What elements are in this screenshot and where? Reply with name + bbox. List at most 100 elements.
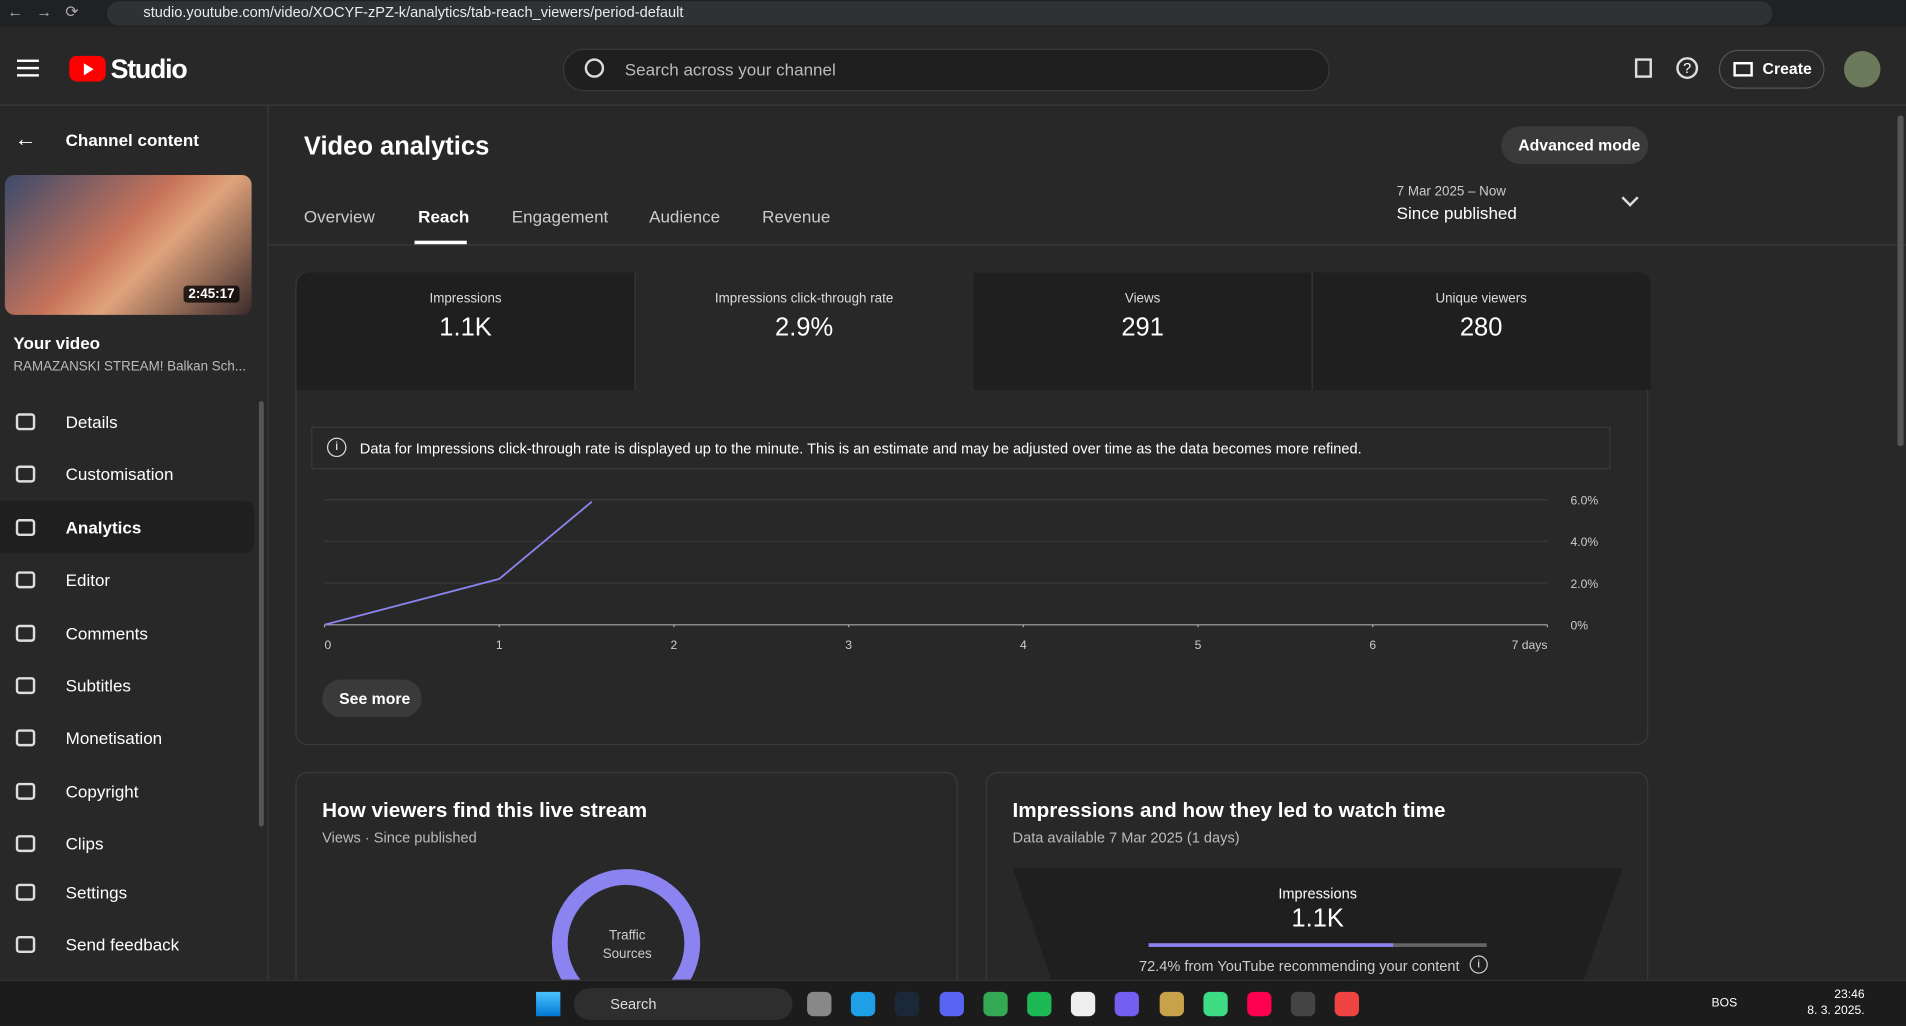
messages-icon[interactable] [1634, 58, 1652, 78]
y-tick-label: 2.0% [1571, 577, 1599, 591]
funnel-subtitle: Data available 7 Mar 2025 (1 days) [1012, 829, 1240, 847]
clock-time: 23:46 [1834, 988, 1865, 1002]
nav-item[interactable]: Monetisation [0, 711, 254, 763]
duration: 2:45:17 [183, 285, 240, 303]
share-bar [1148, 943, 1394, 947]
search-box[interactable] [562, 48, 1330, 92]
x-tick-label: 6 [1369, 638, 1376, 652]
back-arrow[interactable]: ← [14, 126, 37, 151]
metric-card[interactable]: Views 291 [973, 272, 1313, 391]
channel-content[interactable]: Channel content [65, 130, 199, 150]
funnel-note: 72.4% from YouTube recommending your con… [1138, 957, 1460, 975]
donut-center: Traffic Sources [591, 927, 664, 963]
footer-label: Settings [65, 881, 128, 902]
nav-icon [15, 676, 36, 694]
taskbar-app[interactable] [1115, 991, 1140, 1017]
metric-value: 291 [1121, 313, 1164, 342]
taskbar-search-label: Search [610, 995, 657, 1013]
taskbar-app[interactable] [939, 991, 964, 1017]
taskbar-app[interactable] [1027, 991, 1052, 1017]
nav-icon [15, 728, 36, 746]
nav-label: Clips [65, 833, 104, 853]
nav-arrows[interactable]: ← → ⟳ [7, 2, 79, 21]
search-placeholder: Search across your channel [624, 59, 836, 80]
y-tick-label: 0% [1571, 619, 1589, 633]
nav-item[interactable]: Customisation [0, 447, 254, 499]
clock-date: 8. 3. 2025. [1807, 1004, 1865, 1018]
page-title: Video analytics [303, 132, 490, 161]
tab-underline [414, 240, 467, 245]
see-more-button[interactable] [322, 679, 422, 718]
nav-icon [15, 412, 36, 430]
address-bar[interactable] [106, 1, 1773, 26]
footer-item[interactable]: Settings [0, 865, 254, 917]
nav-label: Monetisation [65, 727, 163, 747]
info-icon: i [1469, 955, 1488, 974]
tab[interactable]: Audience [649, 206, 721, 227]
nav-label: Subtitles [65, 675, 131, 695]
tab[interactable]: Revenue [762, 206, 831, 227]
menu-icon[interactable] [17, 59, 39, 77]
traffic-subtitle: Views · Since published [322, 829, 477, 847]
help-icon[interactable]: ? [1676, 57, 1699, 80]
x-tick-label: 2 [671, 638, 678, 652]
create-button[interactable] [1718, 49, 1825, 89]
metric-label: Impressions click-through rate [714, 291, 894, 307]
tab[interactable]: Overview [303, 206, 375, 227]
nav-item[interactable]: Subtitles [0, 659, 254, 711]
nav-item[interactable]: Clips [0, 817, 254, 869]
x-tick-label: 3 [845, 638, 852, 652]
create-icon [1733, 61, 1753, 77]
info-icon: i [326, 437, 347, 458]
metric-card[interactable]: Impressions 1.1K [296, 272, 636, 391]
x-tick-label: 5 [1195, 638, 1202, 652]
nav-item[interactable]: Copyright [0, 765, 254, 817]
taskbar-search[interactable] [573, 988, 793, 1020]
taskbar-app[interactable] [1291, 991, 1316, 1017]
taskbar-app[interactable] [1203, 991, 1228, 1017]
notice-box [311, 426, 1611, 470]
nav-label: Comments [65, 622, 148, 643]
tab[interactable]: Reach [418, 206, 470, 227]
taskbar-app[interactable] [1159, 991, 1184, 1017]
tabs-divider [268, 244, 1906, 246]
nav-item[interactable]: Comments [0, 607, 254, 659]
sidebar-divider [267, 105, 269, 980]
tab[interactable]: Engagement [511, 206, 609, 227]
metric-label: Unique viewers [1435, 291, 1527, 307]
avatar[interactable] [1844, 51, 1881, 88]
taskbar-app[interactable] [1071, 991, 1096, 1017]
period-label[interactable]: Since published [1396, 202, 1517, 223]
nav-item[interactable]: Analytics [0, 500, 255, 554]
funnel-shape [1012, 867, 1623, 980]
footer-item[interactable]: Send feedback [0, 918, 254, 970]
taskbar-app[interactable] [895, 991, 920, 1017]
nav-label: Analytics [65, 517, 142, 537]
nav-item[interactable]: Details [0, 395, 254, 447]
taskbar-app[interactable] [1335, 991, 1360, 1017]
advanced-mode-button[interactable] [1501, 126, 1649, 165]
yt-logo[interactable] [69, 55, 106, 82]
sidebar-scrollbar[interactable] [258, 401, 264, 827]
metric-card[interactable]: Unique viewers 280 [1312, 272, 1651, 391]
metric-label: Impressions [429, 291, 502, 307]
nav-icon [15, 782, 36, 800]
x-tick-label: 7 days [1512, 638, 1548, 652]
page-scrollbar[interactable] [1897, 115, 1904, 447]
your-video: Your video [13, 333, 101, 353]
nav-icon [15, 624, 36, 642]
taskbar-app[interactable] [807, 991, 832, 1017]
taskbar-app[interactable] [851, 991, 876, 1017]
metric-card[interactable]: Impressions click-through rate 2.9% [635, 272, 975, 391]
taskbar-app[interactable] [1247, 991, 1272, 1017]
funnel-label: Impressions [1278, 884, 1357, 902]
nav-item[interactable]: Editor [0, 553, 254, 605]
create-label: Create [1762, 59, 1812, 78]
taskbar-app[interactable] [983, 991, 1008, 1017]
video-title: RAMAZANSKI STREAM! Balkan Sch... [13, 359, 246, 375]
url: studio.youtube.com/video/XOCYF-zPZ-k/ana… [143, 3, 684, 21]
start-button[interactable] [536, 991, 561, 1017]
nav-icon [15, 883, 36, 901]
